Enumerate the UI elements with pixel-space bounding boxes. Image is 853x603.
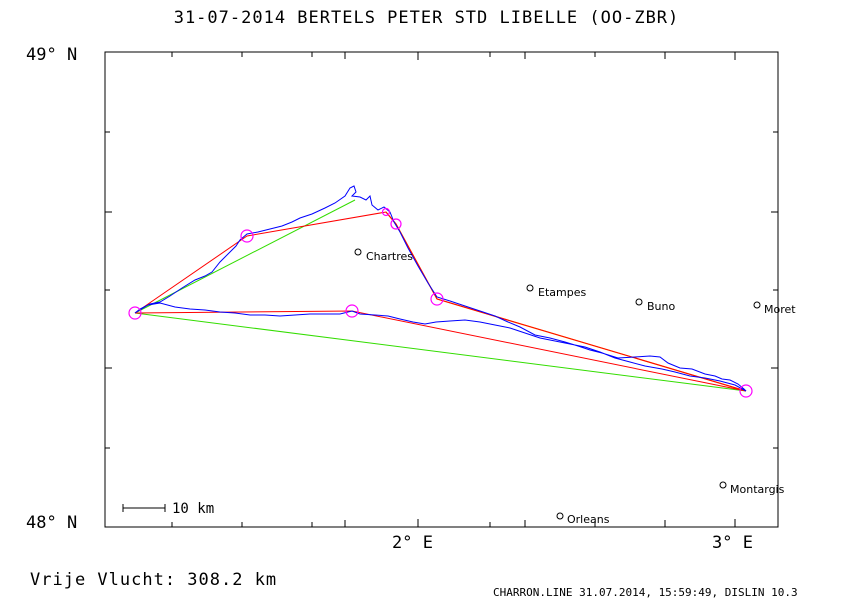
scale-bar: 10 km <box>122 501 214 517</box>
turnpoint-4 <box>430 292 444 306</box>
lat-label-bottom: 48° N <box>26 513 78 533</box>
city-marker-buno <box>635 298 643 306</box>
city-marker-montargis <box>719 481 727 489</box>
cities: Chartres Etampes Buno Moret Montargis Or… <box>354 248 796 526</box>
free-distance-text: Vrije Vlucht: 308.2 km <box>30 570 278 590</box>
city-label-chartres: Chartres <box>366 250 413 263</box>
turnpoint-5 <box>739 384 753 398</box>
turnpoint-2 <box>381 207 391 217</box>
city-label-etampes: Etampes <box>538 286 586 299</box>
city-marker-moret <box>753 301 761 309</box>
closing-leg <box>385 211 747 392</box>
free-flight-leg-2 <box>134 312 747 392</box>
turnpoint-start <box>128 306 142 320</box>
city-label-moret: Moret <box>764 303 796 316</box>
axis-ticks <box>105 52 778 527</box>
city-label-buno: Buno <box>647 300 675 313</box>
city-marker-orleans <box>556 512 564 520</box>
scale-bar-label: 10 km <box>172 501 214 517</box>
city-label-montargis: Montargis <box>730 483 785 496</box>
turnpoint-6 <box>345 304 359 318</box>
lat-label-top: 49° N <box>26 45 78 65</box>
turnpoint-3 <box>390 218 402 230</box>
free-flight-leg-1 <box>134 199 356 314</box>
city-marker-etampes <box>526 284 534 292</box>
lon-label-2e: 2° E <box>392 533 433 553</box>
city-marker-chartres <box>354 248 362 256</box>
map-title: 31-07-2014 BERTELS PETER STD LIBELLE (OO… <box>173 8 680 28</box>
file-info-text: CHARRON.LINE 31.07.2014, 15:59:49, DISLI… <box>493 586 798 599</box>
task-polygon <box>134 211 747 392</box>
city-label-orleans: Orleans <box>567 513 610 526</box>
lon-label-3e: 3° E <box>712 533 753 553</box>
map-frame <box>104 51 779 528</box>
turnpoint-1 <box>240 229 254 243</box>
gps-track <box>134 185 747 392</box>
turnpoints <box>128 207 753 398</box>
